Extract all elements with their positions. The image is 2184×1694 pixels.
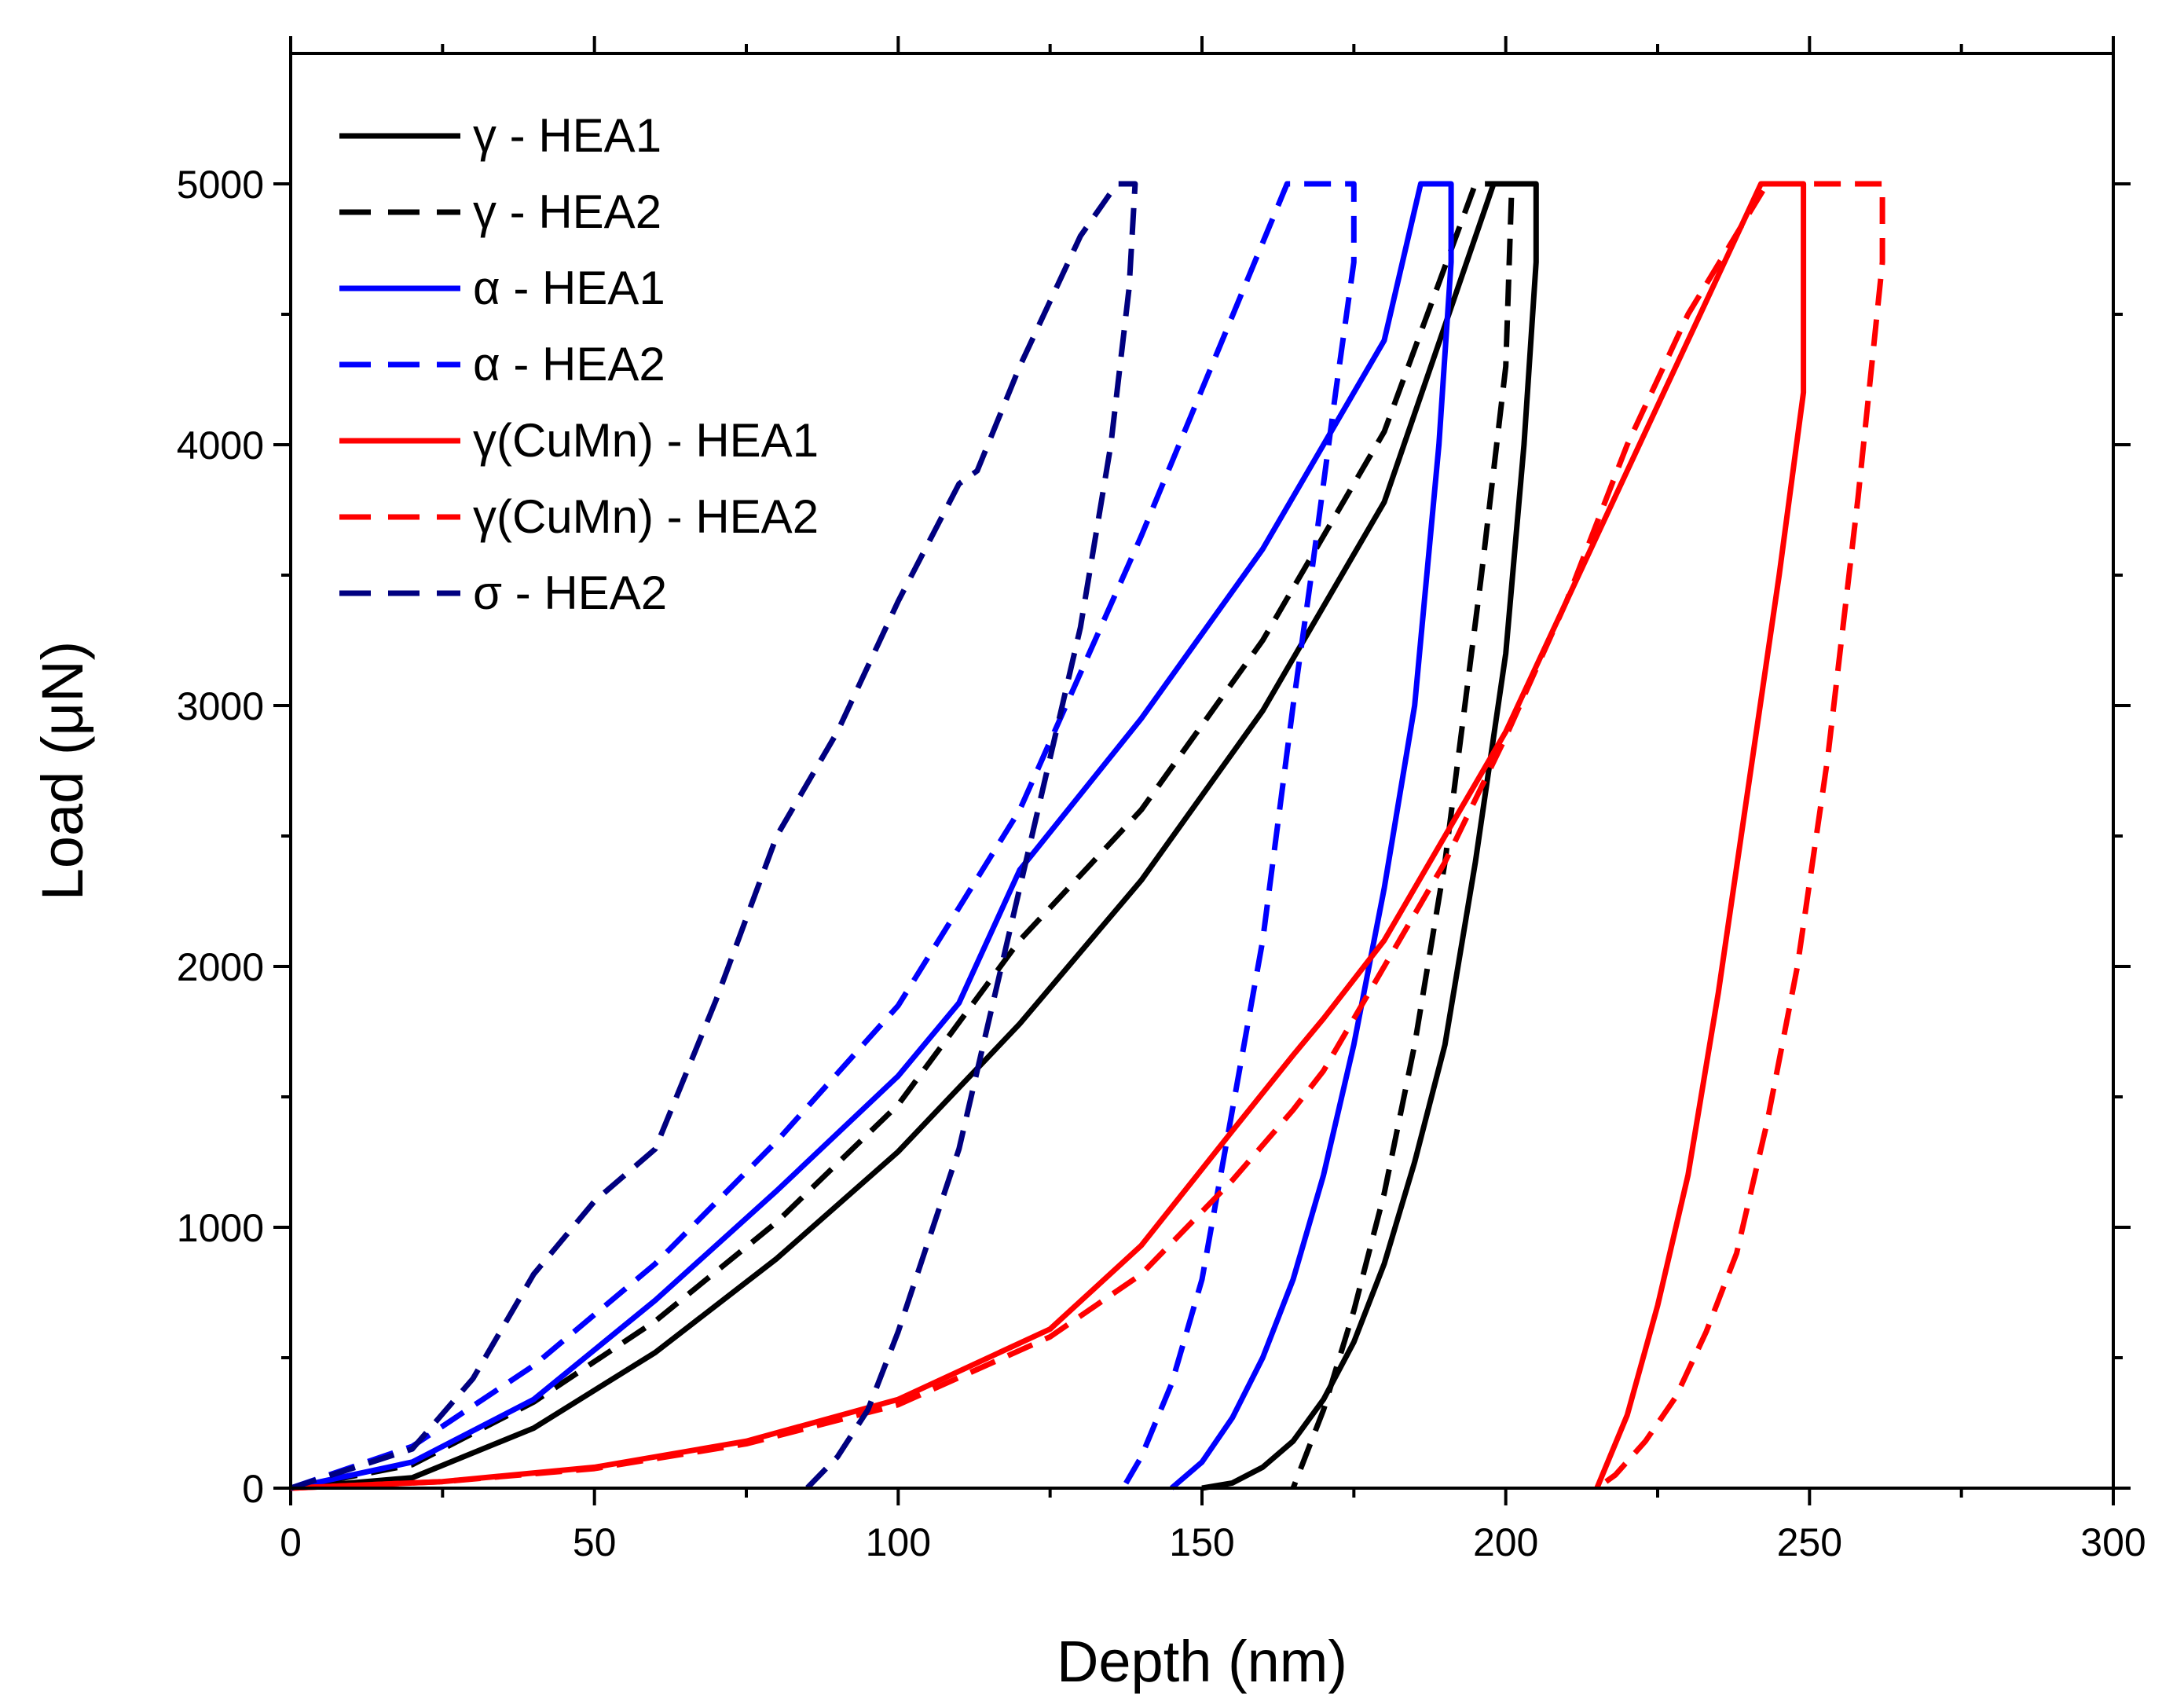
legend-label: σ - HEA2: [473, 566, 667, 619]
series-line-hea1: [290, 181, 1454, 1491]
legend-label: γ - HEA1: [473, 109, 661, 162]
y-tick-label: 2000: [177, 945, 264, 989]
legend-label: α - HEA1: [473, 262, 665, 314]
series-line-cumn-hea1: [290, 181, 1807, 1491]
series-line-hea2: [289, 181, 1357, 1491]
x-tick-label: 0: [280, 1520, 302, 1564]
y-axis-title: Load (μN): [30, 641, 95, 901]
y-tick-label: 4000: [177, 424, 264, 468]
series-line-hea1: [290, 181, 1539, 1491]
y-tick-labels: 0 1000 2000 3000 4000 5000: [177, 163, 264, 1511]
y-tick-label: 1000: [177, 1206, 264, 1250]
series-line-cumn-hea2: [290, 181, 1885, 1491]
x-tick-labels: 0 50 100 150 200 250 300: [280, 1520, 2146, 1564]
legend-label: γ(CuMn) - HEA2: [473, 490, 819, 543]
y-tick-label: 0: [242, 1467, 264, 1511]
plot-frame: [289, 52, 2115, 1490]
legend: γ - HEA1 γ - HEA2 α - HEA1 α - HEA2 γ(CuMn) …: [339, 109, 819, 619]
x-axis-title: Depth (nm): [1057, 1629, 1347, 1694]
legend-label: γ(CuMn) - HEA1: [473, 414, 819, 467]
series-line-hea2: [290, 181, 1515, 1491]
x-tick-label: 100: [866, 1520, 931, 1564]
y-tick-label: 3000: [177, 684, 264, 728]
legend-label: α - HEA2: [473, 338, 665, 390]
x-tick-label: 50: [573, 1520, 617, 1564]
x-tick-label: 200: [1473, 1520, 1538, 1564]
x-tick-label: 150: [1169, 1520, 1234, 1564]
x-tick-label: 300: [2080, 1520, 2146, 1564]
series-layer: [289, 181, 1885, 1491]
y-tick-label: 5000: [177, 163, 264, 207]
x-tick-label: 250: [1777, 1520, 1842, 1564]
series-line-hea2: [289, 181, 1138, 1491]
legend-label: γ - HEA2: [473, 185, 661, 238]
